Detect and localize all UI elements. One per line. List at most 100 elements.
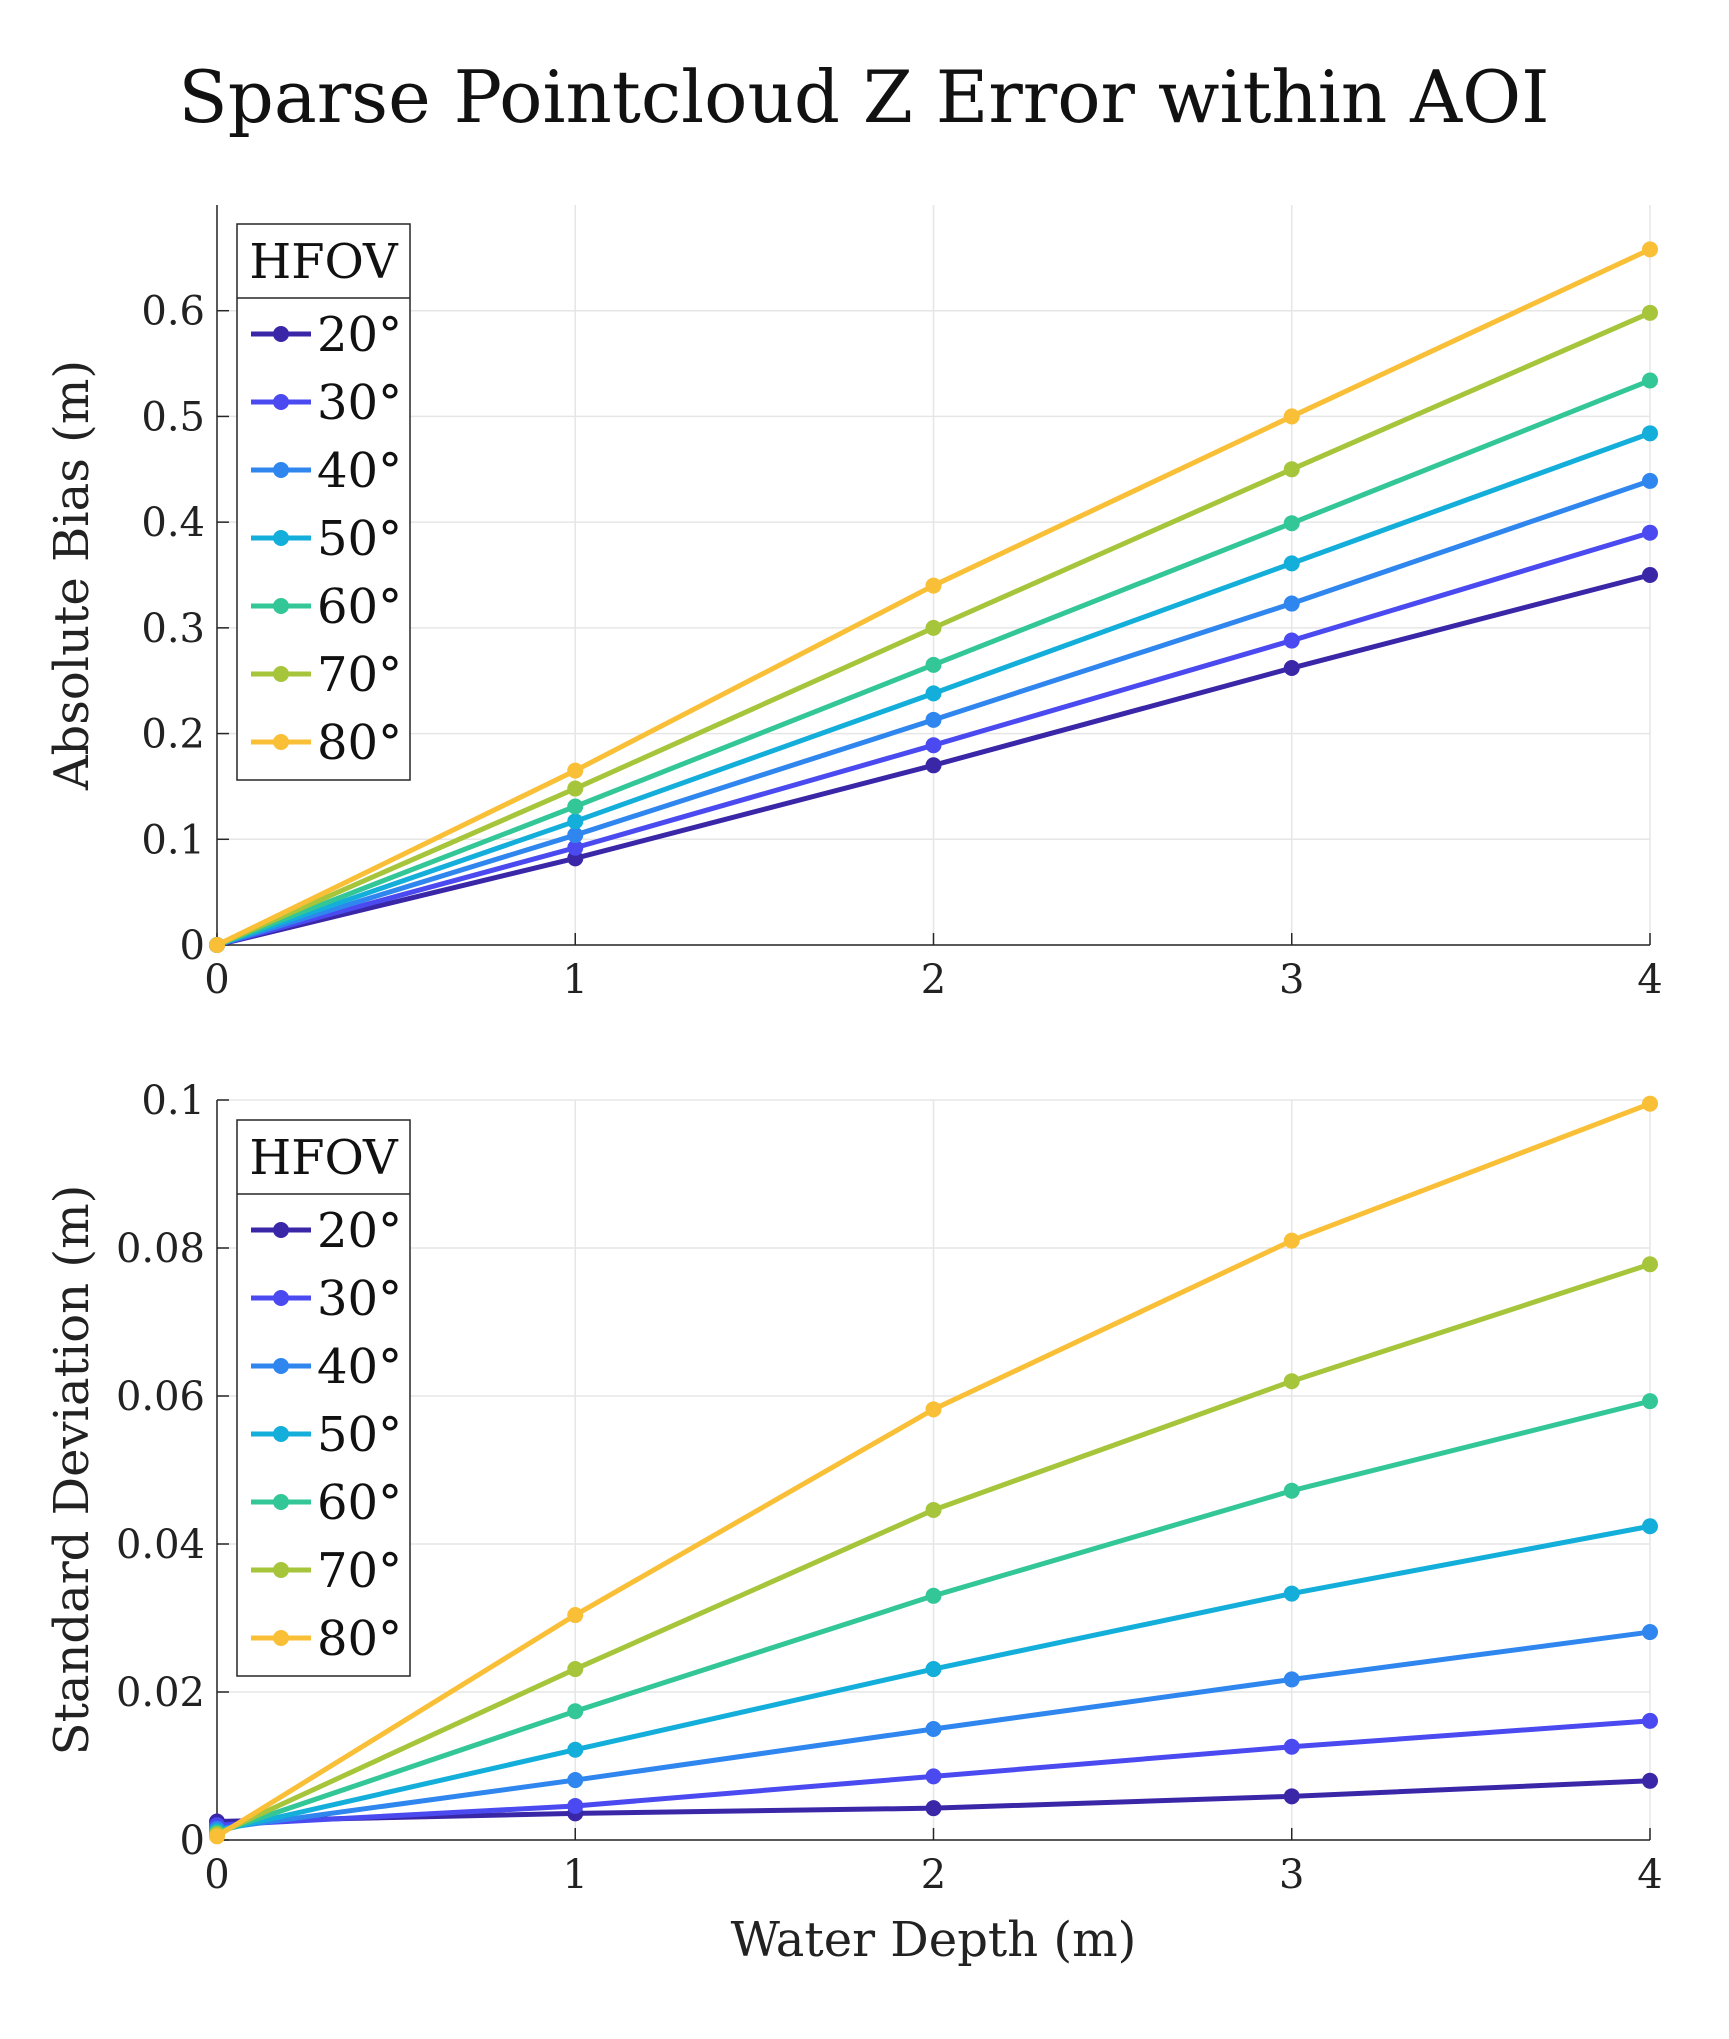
legend-label: 50° — [317, 511, 402, 567]
data-point — [567, 762, 584, 779]
legend-swatch-marker — [273, 462, 289, 478]
data-point — [567, 1772, 584, 1789]
data-point — [1283, 1482, 1300, 1499]
data-point — [925, 1401, 942, 1418]
legend-item: 30° — [251, 1271, 402, 1327]
data-point — [925, 757, 942, 774]
legend-swatch-marker — [273, 1426, 289, 1442]
y-tick-label: 0.6 — [141, 289, 205, 335]
legend-item: 20° — [251, 307, 402, 363]
legend-label: 40° — [317, 443, 402, 499]
data-point — [1283, 461, 1300, 478]
data-point — [925, 1587, 942, 1604]
data-point — [567, 780, 584, 797]
data-point — [567, 1703, 584, 1720]
legend-label: 70° — [317, 647, 402, 703]
data-point — [925, 577, 942, 594]
legend-swatch-marker — [273, 1494, 289, 1510]
legend-label: 50° — [317, 1407, 402, 1463]
data-point — [1642, 1624, 1658, 1641]
legend-swatch-marker — [273, 326, 289, 342]
data-point — [1642, 1095, 1658, 1112]
y-tick-label: 0 — [180, 1818, 205, 1864]
data-point — [1283, 1585, 1300, 1602]
legend-item: 80° — [251, 1611, 402, 1667]
series-60deg — [209, 372, 1658, 953]
legend-label: 80° — [317, 715, 402, 771]
y-tick-label: 0.04 — [116, 1522, 205, 1568]
data-point — [209, 1828, 225, 1845]
x-tick-label: 4 — [1637, 1852, 1662, 1898]
legend-swatch-marker — [273, 1222, 289, 1238]
legend-label: 80° — [317, 1611, 402, 1667]
x-tick-label: 1 — [563, 957, 588, 1003]
legend-item: 20° — [251, 1203, 402, 1259]
series-60deg — [209, 1393, 1658, 1841]
data-point — [567, 798, 584, 815]
legend-label: 30° — [317, 375, 402, 431]
figure-title: Sparse Pointcloud Z Error within AOI — [178, 55, 1549, 139]
chart-panels: 0 1 2 3 4 0 0.1 0.2 0.3 0.4 0.5 0.6 Absolute Bias (m… — [44, 205, 1663, 1968]
data-point — [1642, 1393, 1658, 1410]
y-axis-label: Standard Deviation (m) — [44, 1185, 100, 1756]
data-point — [1283, 660, 1300, 677]
data-point — [1642, 472, 1658, 489]
y-tick-label: 0.1 — [141, 1078, 205, 1124]
data-point — [925, 1800, 942, 1817]
legend-swatch-marker — [273, 394, 289, 410]
legend-title: HFOV — [249, 234, 399, 290]
data-point — [567, 1741, 584, 1758]
data-point — [1283, 1738, 1300, 1755]
legend-label: 20° — [317, 1203, 402, 1259]
data-point — [1642, 425, 1658, 442]
legend-swatch-marker — [273, 666, 289, 682]
legend: HFOV 20° 30° 40° 50° 60° 70° 80° — [236, 223, 411, 781]
data-point — [1642, 1518, 1658, 1535]
legend-box — [236, 1119, 411, 1677]
data-point — [1283, 408, 1300, 425]
data-point — [209, 937, 225, 953]
series-80deg — [209, 1095, 1658, 1845]
legend-item: 40° — [251, 443, 402, 499]
y-tick-label: 0.06 — [116, 1374, 205, 1420]
legend-item: 40° — [251, 1339, 402, 1395]
data-point — [1283, 515, 1300, 532]
legend-swatch-marker — [273, 1562, 289, 1578]
y-tick-label: 0.5 — [141, 394, 205, 440]
x-tick-label: 1 — [563, 1852, 588, 1898]
legend-item: 50° — [251, 511, 402, 567]
x-axis-label: Water Depth (m) — [731, 1912, 1137, 1968]
data-point — [1283, 555, 1300, 572]
legend-label: 60° — [317, 579, 402, 635]
data-point — [1642, 241, 1658, 258]
legend-title: HFOV — [249, 1130, 399, 1186]
data-point — [1283, 595, 1300, 612]
x-tick-label: 2 — [921, 1852, 946, 1898]
data-point — [1642, 304, 1658, 321]
chart-panel-2: 0 1 2 3 4 0 0.02 0.04 0.06 0.08 0.1 Standard Deviat… — [44, 1078, 1663, 1968]
y-tick-label: 0.08 — [116, 1226, 205, 1272]
data-point — [925, 1721, 942, 1737]
data-point — [1283, 1232, 1300, 1249]
data-point — [925, 656, 942, 673]
y-tick-label: 0 — [180, 923, 205, 969]
legend-item: 70° — [251, 647, 402, 703]
data-point — [1283, 1671, 1300, 1688]
x-tick-label: 4 — [1637, 957, 1662, 1003]
x-tick-label: 0 — [204, 957, 229, 1003]
data-point — [567, 839, 584, 856]
data-point — [925, 1501, 942, 1518]
data-point — [1642, 1772, 1658, 1789]
data-point — [1642, 567, 1658, 583]
y-tick-label: 0.02 — [116, 1670, 205, 1716]
data-point — [567, 1661, 584, 1678]
legend-label: 40° — [317, 1339, 402, 1395]
legend-item: 60° — [251, 1475, 402, 1531]
y-tick-label: 0.2 — [141, 712, 205, 758]
data-point — [567, 813, 584, 830]
data-point — [1283, 1788, 1300, 1805]
legend-swatch-marker — [273, 734, 289, 750]
legend-item: 70° — [251, 1543, 402, 1599]
legend: HFOV 20° 30° 40° 50° 60° 70° 80° — [236, 1119, 411, 1677]
legend-swatch-marker — [273, 1358, 289, 1374]
